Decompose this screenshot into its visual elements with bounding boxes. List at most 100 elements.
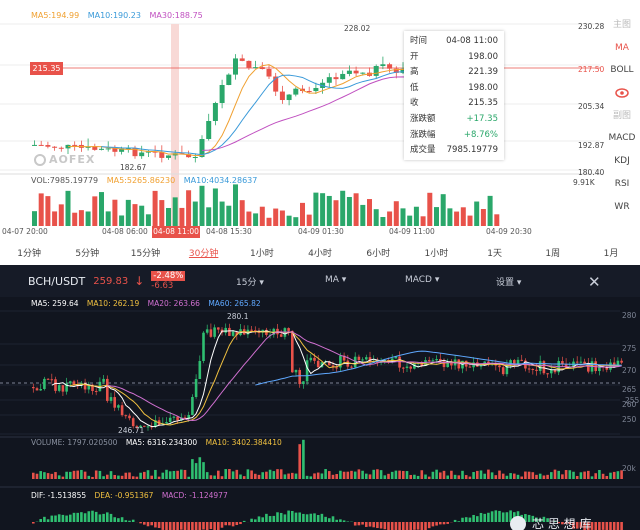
interval-30min[interactable]: 30分钟 [188,249,219,259]
high-label: 228.02 [344,24,371,33]
side-wr[interactable]: WR [614,201,630,212]
ma10-label: MA10: 262.19 [86,299,140,308]
candle-body [209,329,213,337]
candle-body [553,369,557,373]
axis-label: 265 [622,385,637,394]
candle-body [65,144,71,149]
candle-body [353,70,359,74]
settings-dropdown[interactable]: 设置 ▾ [496,278,522,288]
volume-bar [398,470,401,479]
macd-bar [320,513,324,522]
macd-bar [242,520,246,522]
side-ma[interactable]: MA [615,42,629,53]
candle-body [58,147,64,149]
axis-label: 275 [622,344,637,353]
macd-bar [561,522,564,525]
interval-dropdown[interactable]: 15分 ▾ [236,278,264,288]
volume-bar [561,474,564,479]
side-macd[interactable]: MACD [608,133,636,144]
volume-bar [457,475,461,479]
volume-bar [206,207,212,226]
pair-name[interactable]: BCH/USDT [28,274,86,288]
volume-bar [357,469,361,479]
candle-body [527,368,531,370]
volume-bar [273,208,279,226]
close-icon[interactable]: ✕ [588,273,601,291]
volume-bar [531,472,535,479]
candle-body [205,329,209,333]
interval-1d[interactable]: 1天 [487,249,502,259]
candle-body [219,85,225,103]
candle-body [313,87,319,92]
interval-5min[interactable]: 5分钟 [75,249,100,259]
macd-bar [102,513,105,522]
macd-bar [583,522,586,530]
candle-body [446,361,449,368]
volume-bar [99,192,104,226]
candle-body [217,327,220,330]
ma20-line [107,331,622,422]
ma-dropdown[interactable]: MA ▾ [325,275,347,285]
interval-1h[interactable]: 1小时 [249,249,274,259]
interval-4h[interactable]: 4小时 [308,249,332,259]
candle-body [398,356,401,368]
volume-bar [219,201,225,226]
volume-bar [509,473,512,479]
macd-bar [176,522,179,530]
macd-bar [487,512,490,522]
eye-icon[interactable] [607,82,637,105]
macd-bar [139,522,142,524]
interval-1mo[interactable]: 1月 [603,249,619,259]
current-price-tag: 215.35 [30,62,63,75]
candle-body [402,367,405,369]
bottom-vol-legend: VOLUME: 1797.020500 MA5: 6316.234300 MA1… [31,438,288,447]
interval-1w[interactable]: 1周 [545,249,561,259]
time-label: 04-09 01:30 [298,227,344,236]
macd-bar [431,522,435,527]
volume-bar [183,469,187,479]
volume-bar [179,207,185,226]
side-boll[interactable]: BOLL [610,65,634,76]
volume-bar [291,472,294,479]
volume-bar [405,471,409,479]
candle-body [546,373,549,375]
candle-body [254,330,257,332]
side-rsi[interactable]: RSI [614,178,630,189]
interval-1min[interactable]: 1分钟 [17,249,41,259]
macd-bar [476,516,479,522]
macd-bar [598,522,601,530]
interval-15min[interactable]: 15分钟 [130,249,161,259]
volume-bar [94,470,98,479]
volume-bar [265,471,268,479]
candle-body [313,357,316,361]
volume-bar [166,207,171,226]
candle-body [52,146,58,148]
bottom-candlestick-chart[interactable] [0,297,640,530]
volume-bar [69,471,72,479]
volume-bar [413,206,419,226]
top-candlestick-chart[interactable] [0,0,640,244]
macd-bar [46,519,50,522]
volume-bar [487,195,493,226]
side-kdj[interactable]: KDJ [614,156,630,167]
volume-bar [192,201,198,226]
volume-bar [316,472,320,479]
interval-1h-b[interactable]: 1小时 [424,249,449,259]
candle-body [605,367,609,370]
volume-bar [61,476,65,479]
volume-bar [212,188,218,226]
vol-axis-max: 9.91K [573,178,595,187]
ma5-label: MA5:194.99 [31,11,80,20]
tooltip-row: 涨跌幅 +8.76% [410,129,498,140]
candle-body [531,368,535,370]
macd-dropdown[interactable]: MACD ▾ [405,275,440,285]
candle-body [92,146,98,150]
macd-bar [575,522,579,529]
volume-bar [139,205,145,226]
candle-body [191,397,194,415]
volume-bar [124,472,128,479]
macd-bar [261,517,264,522]
interval-6h[interactable]: 6小时 [366,249,391,259]
macd-bar [39,519,42,522]
bottom-chart-panel: BCH/USDT 259.83 ↓ -2.48% -6.63 15分 ▾ MA … [0,265,640,530]
